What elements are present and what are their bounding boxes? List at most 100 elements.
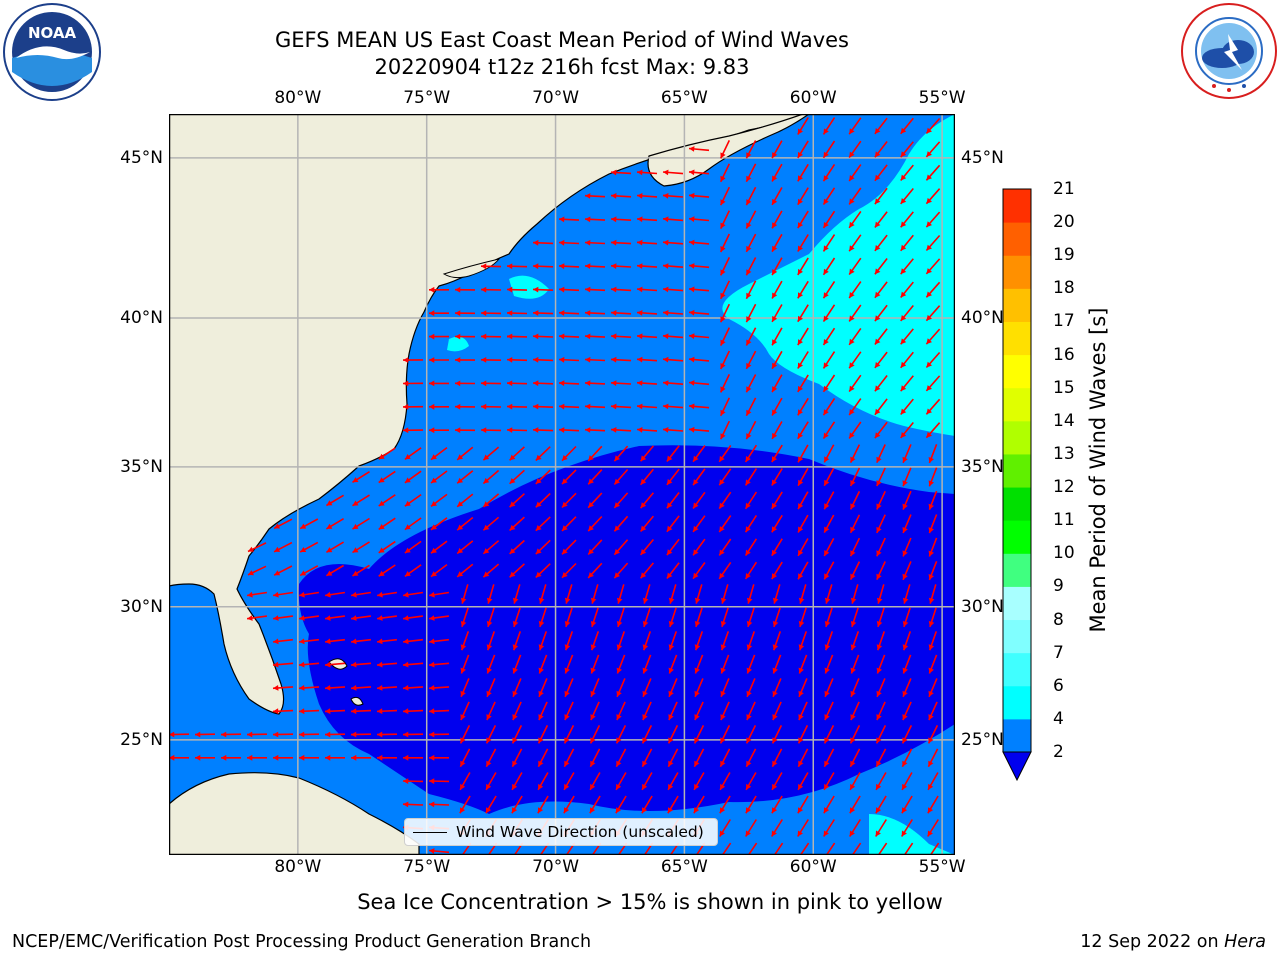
wave-direction-arrow — [428, 708, 450, 715]
footer-date-text: 12 Sep 2022 on — [1080, 932, 1225, 952]
wave-direction-arrow — [512, 631, 522, 651]
wave-direction-arrow — [876, 631, 886, 651]
wave-direction-arrow — [563, 772, 575, 791]
wave-direction-arrow — [480, 403, 502, 410]
wave-direction-arrow — [561, 492, 577, 509]
wave-direction-arrow — [662, 239, 684, 246]
wave-direction-arrow — [823, 772, 835, 791]
wave-direction-arrow — [662, 333, 684, 340]
wave-direction-arrow — [668, 631, 678, 651]
wave-direction-arrow — [719, 397, 731, 417]
wave-direction-arrow — [584, 286, 606, 293]
wave-direction-arrow — [874, 211, 888, 228]
wave-direction-arrow — [797, 491, 809, 510]
wave-direction-arrow — [350, 615, 372, 621]
noaa-logo-text: NOAA — [28, 24, 77, 42]
wave-direction-arrow — [718, 561, 732, 580]
wave-direction-arrow — [509, 539, 525, 555]
wave-direction-arrow — [925, 164, 941, 181]
wave-direction-arrow — [927, 819, 939, 837]
wave-direction-arrow — [823, 491, 835, 510]
wave-direction-arrow — [616, 584, 625, 604]
lon-tick-label-top: 70°W — [532, 88, 580, 108]
wave-direction-arrow — [298, 615, 320, 621]
wave-direction-arrow — [532, 356, 554, 363]
wave-direction-arrow — [824, 701, 834, 721]
wave-direction-arrow — [509, 469, 525, 485]
wave-direction-arrow — [823, 819, 835, 837]
wave-direction-arrow — [902, 607, 911, 628]
wave-direction-arrow — [584, 427, 606, 433]
wave-direction-arrow — [535, 516, 551, 532]
wave-direction-arrow — [797, 421, 809, 440]
wave-direction-arrow — [636, 239, 658, 246]
colorbar-tick-label: 12 — [1053, 477, 1075, 498]
wave-direction-arrow — [378, 517, 396, 531]
wave-direction-arrow — [823, 748, 835, 768]
wave-direction-arrow — [511, 748, 523, 768]
wave-direction-arrow — [719, 257, 731, 276]
wave-direction-arrow — [771, 350, 783, 370]
wave-direction-arrow — [925, 351, 941, 369]
wave-direction-arrow — [798, 631, 808, 651]
wave-direction-arrow — [692, 515, 706, 533]
wave-direction-arrow — [719, 795, 731, 814]
wave-direction-arrow — [584, 193, 606, 199]
wave-direction-arrow — [454, 286, 476, 293]
wave-direction-arrow — [900, 351, 914, 369]
wave-direction-arrow — [537, 772, 549, 791]
wave-direction-arrow — [797, 467, 809, 487]
wave-direction-arrow — [480, 333, 502, 340]
wave-direction-arrow — [901, 748, 913, 768]
wave-direction-arrow — [512, 584, 521, 604]
wave-direction-arrow — [798, 701, 808, 721]
wave-direction-arrow — [247, 542, 267, 553]
wave-direction-arrow — [486, 678, 496, 698]
wave-direction-arrow — [746, 631, 756, 651]
wave-direction-arrow — [771, 514, 783, 533]
wave-direction-arrow — [848, 140, 862, 159]
wave-direction-arrow — [532, 310, 554, 316]
wave-direction-arrow — [404, 517, 422, 531]
wave-direction-arrow — [615, 795, 627, 814]
wave-direction-arrow — [771, 491, 783, 510]
lon-tick-label-bot: 75°W — [403, 857, 451, 877]
wave-direction-arrow — [848, 374, 862, 393]
wave-direction-arrow — [900, 187, 914, 205]
wave-direction-arrow — [719, 186, 731, 206]
wave-direction-arrow — [641, 748, 653, 768]
wave-direction-arrow — [824, 654, 834, 674]
colorbar-tick-label: 11 — [1053, 510, 1075, 531]
wave-direction-arrow — [925, 188, 941, 205]
wave-direction-arrow — [688, 216, 710, 222]
wave-direction-arrow — [718, 444, 732, 463]
wave-direction-arrow — [822, 421, 836, 440]
wave-direction-arrow — [900, 211, 914, 228]
colorbar-segment — [1003, 553, 1031, 587]
wave-direction-arrow — [876, 607, 885, 628]
wave-direction-arrow — [454, 403, 476, 410]
wave-direction-arrow — [692, 538, 706, 556]
wave-direction-arrow — [925, 281, 941, 298]
wave-direction-arrow — [506, 333, 528, 340]
colorbar-segment — [1003, 288, 1031, 322]
wave-direction-arrow — [688, 356, 710, 363]
wave-direction-arrow — [694, 584, 703, 604]
wave-direction-arrow — [538, 631, 548, 651]
wave-direction-arrow — [480, 427, 502, 433]
wave-direction-arrow — [538, 654, 548, 674]
wave-direction-arrow — [636, 380, 658, 386]
wave-direction-arrow — [613, 515, 629, 532]
wave-direction-arrow — [901, 819, 913, 837]
wave-direction-arrow — [900, 421, 914, 439]
wave-direction-arrow — [537, 748, 549, 768]
wave-direction-arrow — [639, 515, 655, 533]
wave-direction-arrow — [901, 795, 913, 814]
wave-direction-arrow — [667, 795, 679, 814]
colorbar-segment — [1003, 387, 1031, 422]
wave-direction-arrow — [719, 210, 731, 229]
wave-direction-arrow — [824, 607, 833, 628]
wave-direction-arrow — [875, 795, 887, 814]
wave-direction-arrow — [273, 565, 293, 576]
lat-tick-label-left: 30°N — [120, 596, 163, 617]
